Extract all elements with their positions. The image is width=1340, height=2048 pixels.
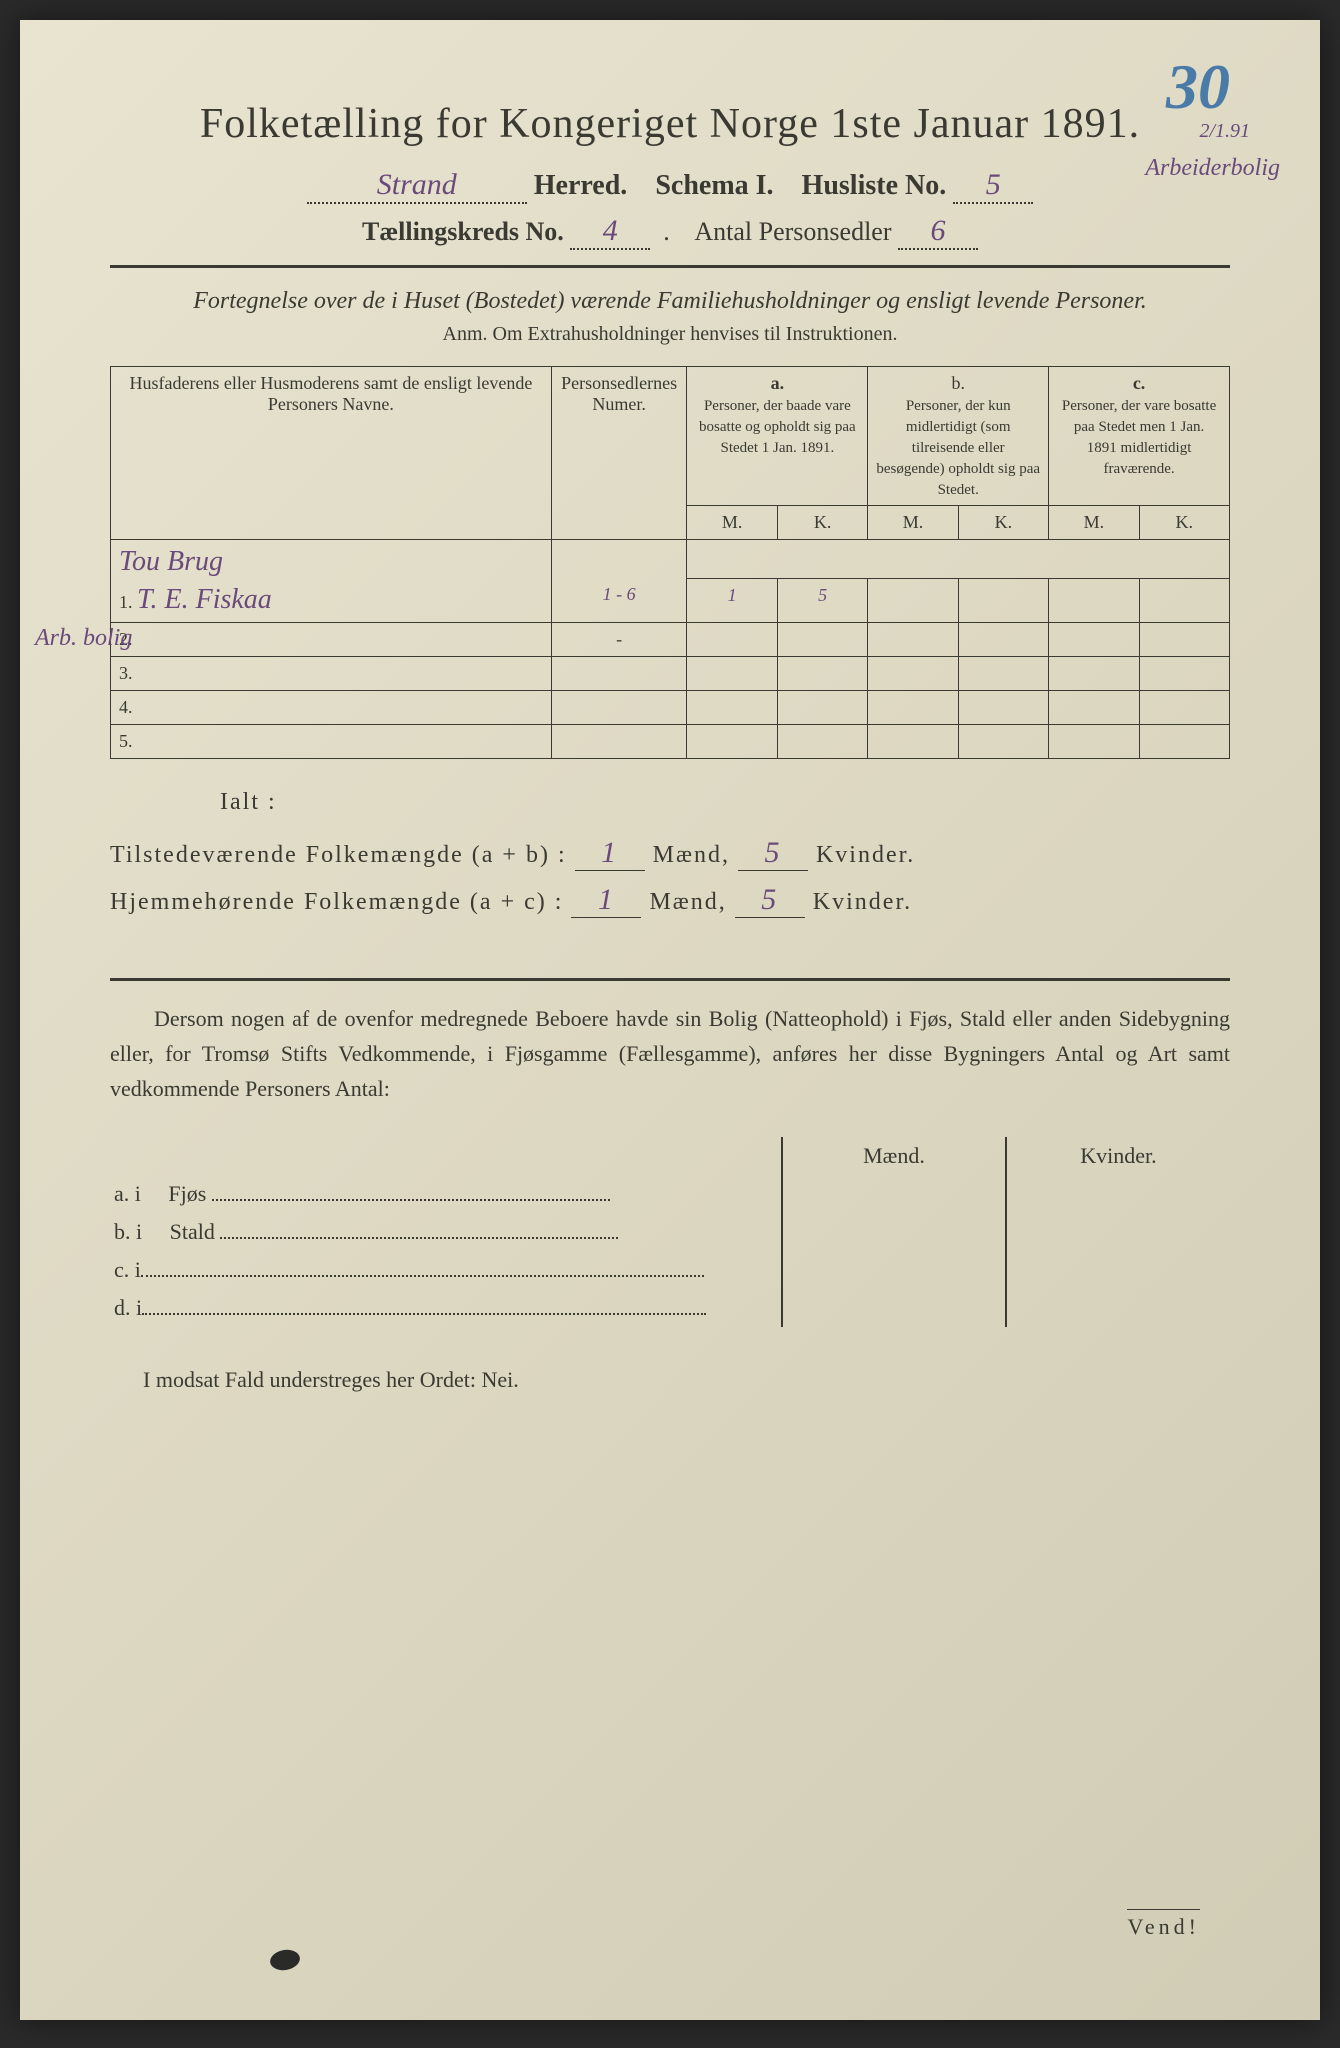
kreds-value: 4: [570, 214, 650, 250]
header-col-numer: Personsedlernes Numer.: [551, 367, 687, 540]
census-form-page: 30 2/1.91 Arbeiderbolig Folketælling for…: [20, 20, 1320, 2020]
tilstede-m: 1: [575, 836, 645, 871]
subtitle: Fortegnelse over de i Huset (Bostedet) v…: [110, 288, 1230, 315]
building-row: b. i Stald: [110, 1213, 1230, 1251]
header-line-2: Strand Herred. Schema I. Husliste No. 5: [110, 168, 1230, 204]
herred-value: Strand: [307, 168, 527, 204]
header-b-m: M.: [868, 506, 958, 540]
ialt-label: Ialt :: [220, 789, 1230, 816]
header-col-a: a. Personer, der baade vare bosatte og o…: [687, 367, 868, 506]
margin-note-right: Arbeiderbolig: [1145, 155, 1280, 182]
ink-smudge: [268, 1948, 301, 1973]
husliste-value: 5: [953, 168, 1033, 204]
header-col-c: c. Personer, der vare bosatte paa Stedet…: [1049, 367, 1230, 506]
nei-line: I modsat Fald understreges her Ordet: Ne…: [110, 1367, 1230, 1393]
header-col-b: b. Personer, der kun midlertidigt (som t…: [868, 367, 1049, 506]
margin-note-left: Arb. bolig: [35, 625, 132, 652]
vend-label: Vend!: [1127, 1909, 1200, 1940]
tilstede-k: 5: [738, 836, 808, 871]
building-text: Dersom nogen af de ovenfor medregnede Be…: [110, 1001, 1230, 1107]
header-a-m: M.: [687, 506, 777, 540]
document-title: Folketælling for Kongeriget Norge 1ste J…: [110, 100, 1230, 148]
census-table: Husfaderens eller Husmoderens samt de en…: [110, 366, 1230, 759]
building-row: a. i Fjøs: [110, 1175, 1230, 1213]
divider-2: [110, 978, 1230, 981]
table-row: 3.: [111, 657, 1230, 691]
building-table: Mænd. Kvinder. a. i Fjøs b. i Stald c. i…: [110, 1137, 1230, 1327]
building-maend-header: Mænd.: [782, 1137, 1006, 1175]
header-b-k: K.: [958, 506, 1048, 540]
annotation: Anm. Om Extrahusholdninger henvises til …: [110, 323, 1230, 346]
header-c-m: M.: [1049, 506, 1139, 540]
building-row: d. i: [110, 1289, 1230, 1327]
table-row: 4.: [111, 691, 1230, 725]
kreds-label: Tællingskreds No.: [362, 217, 564, 246]
header-line-3: Tællingskreds No. 4 . Antal Personsedler…: [110, 214, 1230, 250]
antal-value: 6: [898, 214, 978, 250]
page-number-handwritten: 30: [1166, 50, 1230, 124]
herred-label: Herred.: [534, 170, 628, 201]
hjemme-m: 1: [571, 883, 641, 918]
divider-1: [110, 265, 1230, 268]
header-a-k: K.: [777, 506, 867, 540]
small-date-note: 2/1.91: [1199, 120, 1250, 143]
hjemme-label: Hjemmehørende Folkemængde (a + c) :: [110, 889, 563, 915]
totals-section: Ialt : Tilstedeværende Folkemængde (a + …: [110, 789, 1230, 918]
antal-label: Antal Personsedler: [694, 217, 891, 246]
tilstede-label: Tilstedeværende Folkemængde (a + b) :: [110, 842, 567, 868]
building-kvinder-header: Kvinder.: [1006, 1137, 1230, 1175]
house-name: Tou Brug: [119, 546, 223, 577]
husliste-label: Husliste No.: [802, 170, 947, 201]
table-row: 2. -: [111, 623, 1230, 657]
table-row: 5.: [111, 725, 1230, 759]
table-row: 1. T. E. Fiskaa 1 - 6 1 5: [111, 578, 1230, 623]
table-house-row: Tou Brug: [111, 540, 1230, 579]
hjemme-k: 5: [735, 883, 805, 918]
building-row: c. i: [110, 1251, 1230, 1289]
header-col-names: Husfaderens eller Husmoderens samt de en…: [111, 367, 552, 540]
schema-label: Schema I.: [655, 170, 773, 201]
header-c-k: K.: [1139, 506, 1229, 540]
